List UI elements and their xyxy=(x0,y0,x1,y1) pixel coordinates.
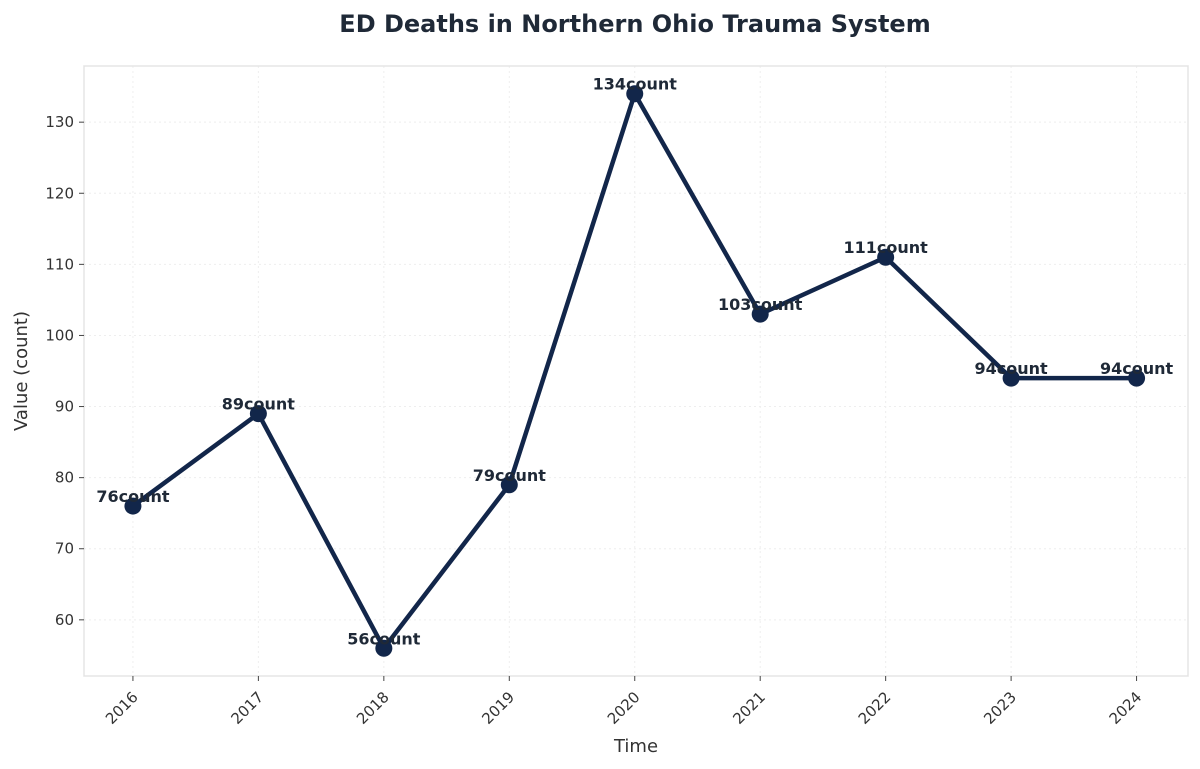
data-point xyxy=(1128,369,1146,387)
y-tick-label: 90 xyxy=(55,398,74,416)
data-point xyxy=(500,476,518,494)
y-tick-label: 80 xyxy=(55,469,74,487)
x-tick-label: 2016 xyxy=(102,688,142,728)
data-label: 134count xyxy=(593,75,678,94)
data-point xyxy=(124,497,142,515)
data-label: 79count xyxy=(473,466,547,485)
y-tick-label: 100 xyxy=(45,326,74,344)
x-tick-label: 2022 xyxy=(855,688,895,728)
y-tick-label: 110 xyxy=(45,255,74,273)
y-tick-label: 120 xyxy=(45,184,74,202)
y-axis-label: Value (count) xyxy=(11,311,32,431)
series: 76count 89count 56count 79count 134count 103c… xyxy=(96,75,1174,657)
x-tick-label: 2023 xyxy=(980,688,1020,728)
data-point xyxy=(751,305,769,323)
x-tick-label: 2018 xyxy=(353,688,393,728)
x-tick-label: 2024 xyxy=(1106,688,1146,728)
data-point xyxy=(626,85,644,103)
x-axis: 2016 2017 2018 2019 2020 2021 2022 2023 2024 xyxy=(102,676,1145,728)
data-label: 111count xyxy=(843,238,928,257)
data-label: 76count xyxy=(96,487,170,506)
y-tick-label: 130 xyxy=(45,113,74,131)
chart-title: ED Deaths in Northern Ohio Trauma System xyxy=(339,10,930,38)
data-label: 94count xyxy=(1100,359,1174,378)
x-tick-label: 2019 xyxy=(478,688,518,728)
y-tick-label: 70 xyxy=(55,540,74,558)
x-tick-label: 2020 xyxy=(604,688,644,728)
data-point xyxy=(877,248,895,266)
x-tick-label: 2021 xyxy=(729,688,769,728)
data-label: 56count xyxy=(347,629,421,648)
data-label: 94count xyxy=(975,359,1049,378)
data-label: 89count xyxy=(222,395,296,414)
data-point xyxy=(1002,369,1020,387)
x-axis-label: Time xyxy=(613,736,658,757)
data-label: 103count xyxy=(718,295,803,314)
y-tick-label: 60 xyxy=(55,611,74,629)
data-point xyxy=(249,405,267,423)
y-axis: 60 70 80 90 100 110 120 130 xyxy=(45,113,84,629)
data-point xyxy=(375,639,393,657)
plot-frame xyxy=(83,65,1189,677)
x-tick-label: 2017 xyxy=(227,688,267,728)
